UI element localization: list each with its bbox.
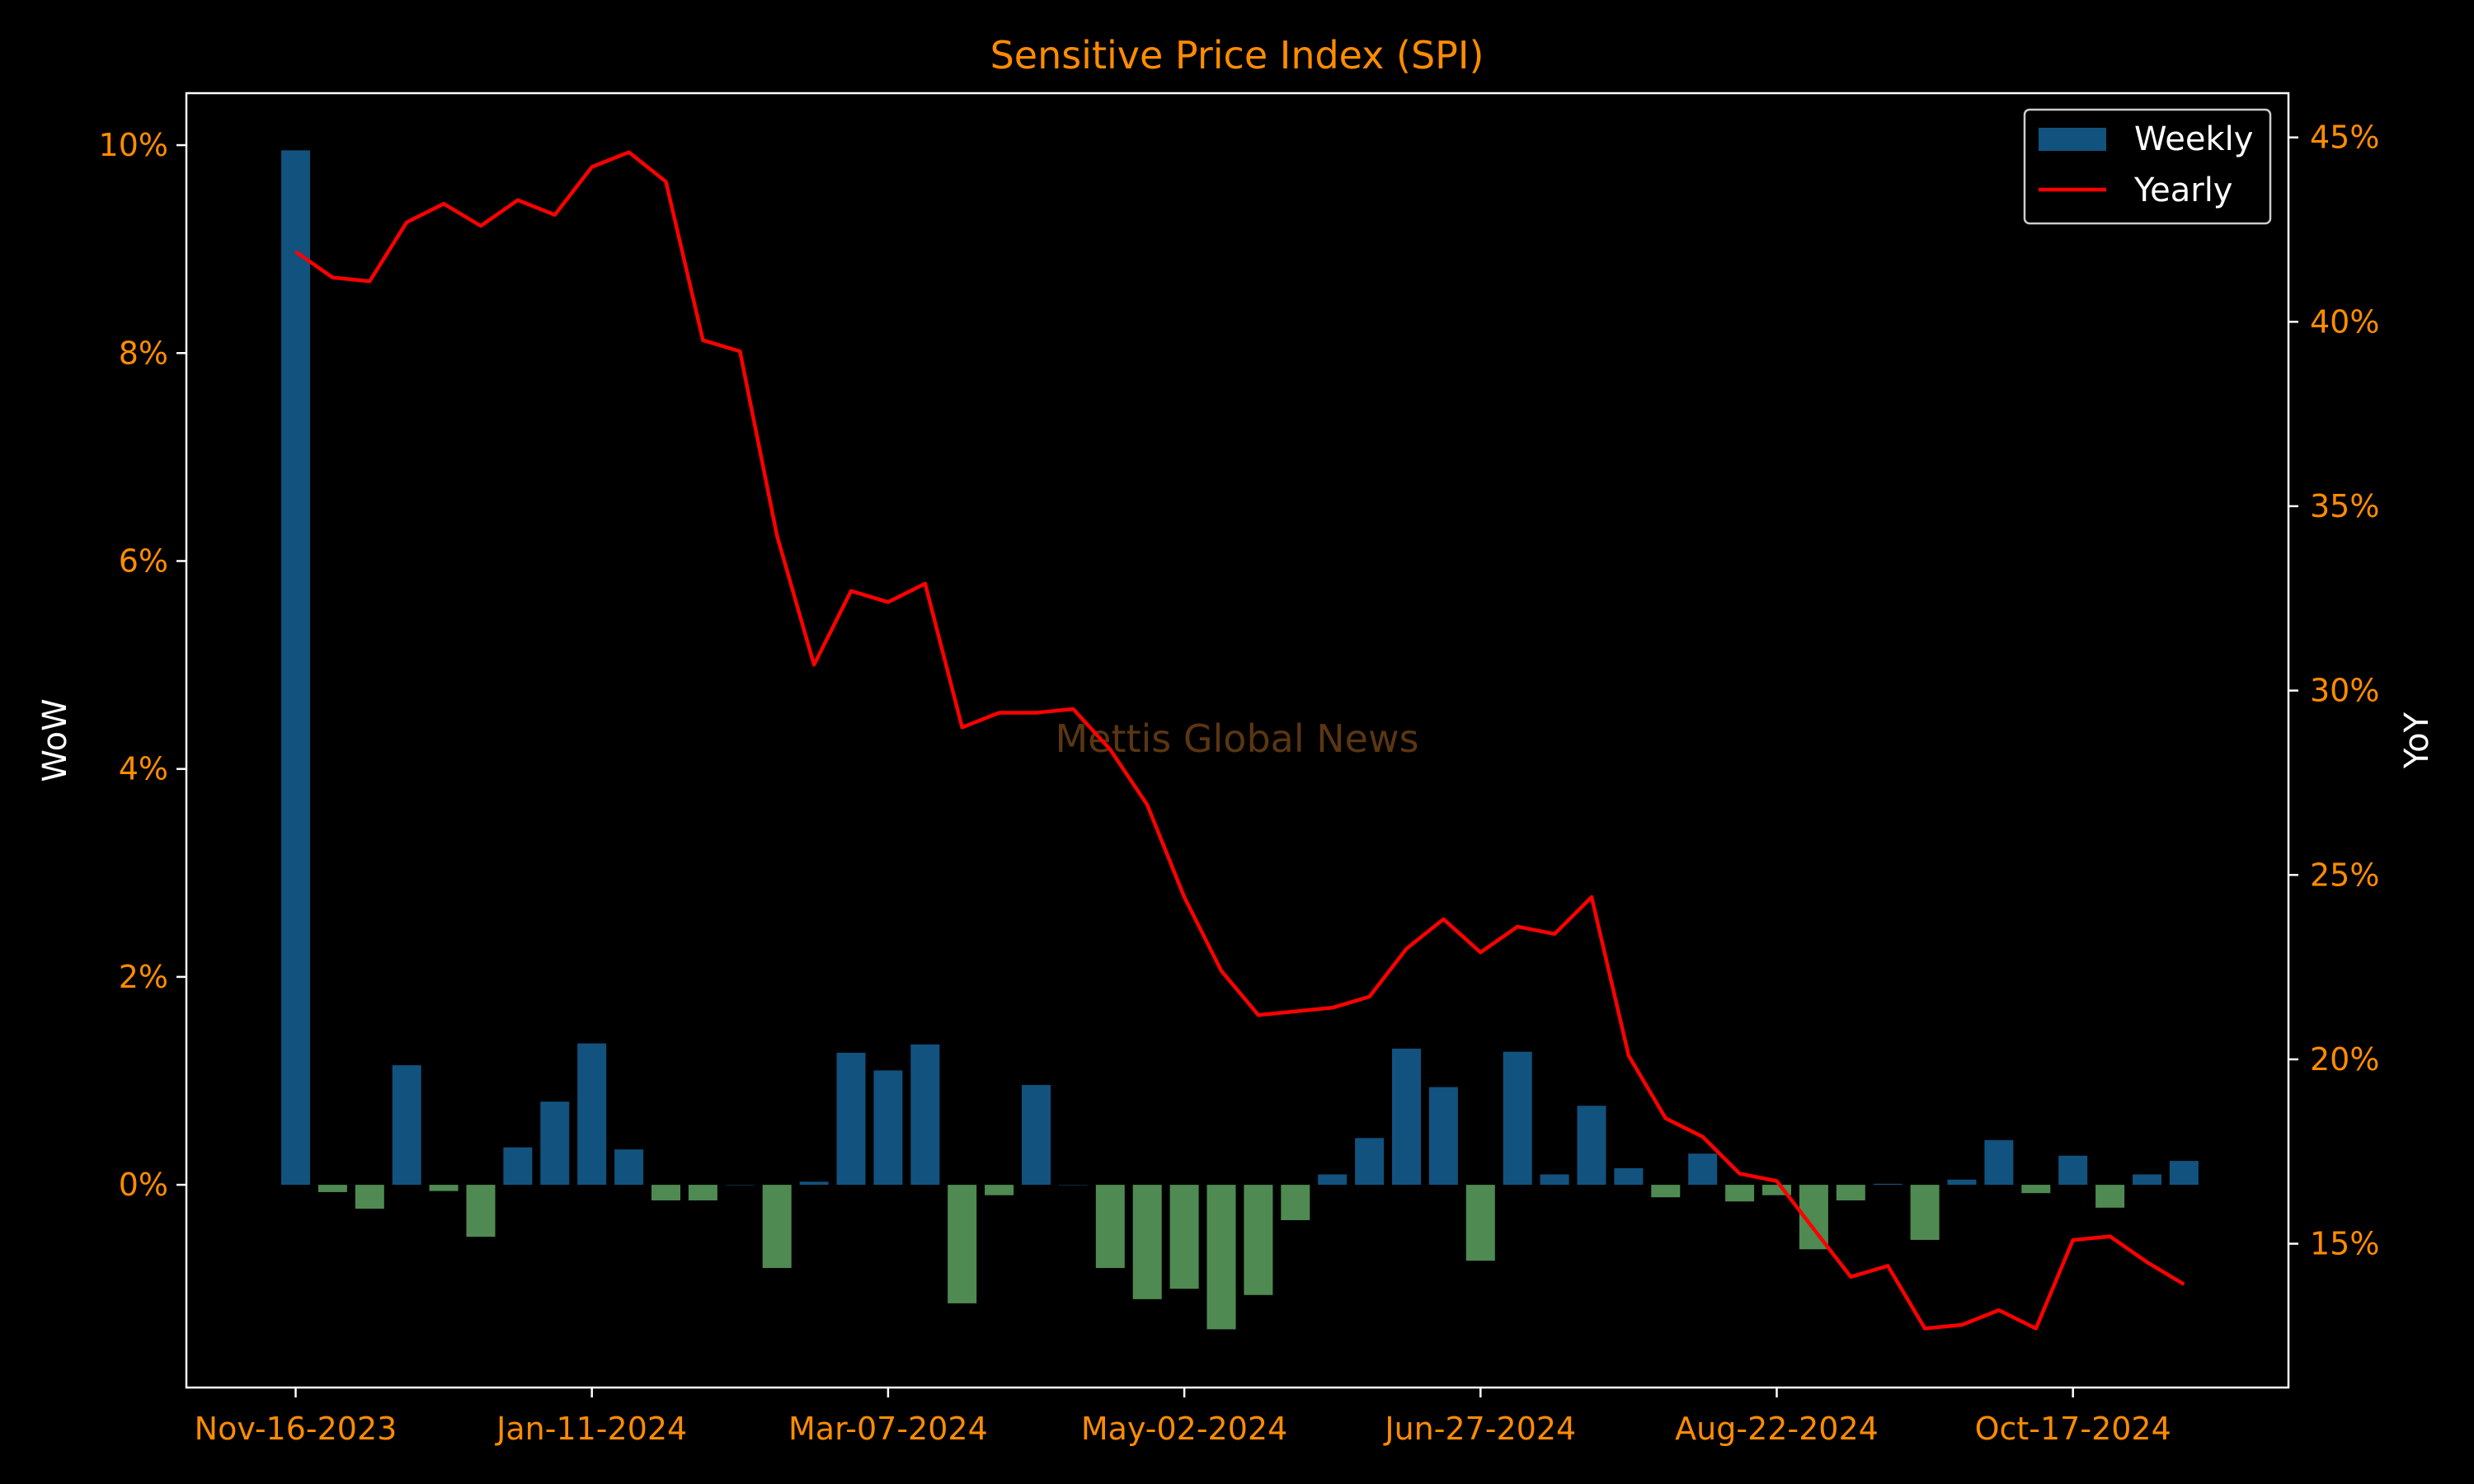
x-tick-label: Aug-22-2024 — [1675, 1411, 1879, 1447]
left-tick-label: 2% — [119, 959, 168, 995]
left-tick-label: 10% — [99, 127, 168, 163]
weekly-bar — [1984, 1140, 2013, 1185]
weekly-bar — [689, 1185, 717, 1200]
weekly-bar — [1170, 1185, 1199, 1289]
left-tick-label: 4% — [119, 751, 168, 787]
weekly-bar — [837, 1053, 866, 1185]
weekly-bar — [1614, 1168, 1643, 1185]
watermark-text: Mettis Global News — [1055, 716, 1418, 761]
weekly-bar — [726, 1185, 755, 1186]
weekly-bar — [281, 150, 310, 1185]
x-tick-label: Jan-11-2024 — [495, 1411, 687, 1447]
weekly-bar — [1540, 1174, 1569, 1185]
weekly-bar — [2058, 1156, 2087, 1185]
weekly-bar — [948, 1185, 976, 1303]
weekly-bar — [910, 1045, 939, 1185]
left-tick-label: 8% — [119, 335, 168, 371]
weekly-bar — [355, 1185, 384, 1209]
left-axis: 0% 2% 4% 6% 8% 10% — [99, 127, 186, 1203]
legend: Weekly Yearly — [2025, 110, 2270, 223]
legend-weekly-label: Weekly — [2134, 120, 2253, 158]
weekly-bar — [540, 1101, 569, 1185]
x-axis: Nov-16-2023 Jan-11-2024 Mar-07-2024 May-02-… — [195, 1388, 2171, 1447]
weekly-bar — [651, 1185, 680, 1200]
weekly-bar — [393, 1065, 421, 1185]
weekly-bar — [1133, 1185, 1162, 1299]
x-tick-label: Oct-17-2024 — [1975, 1411, 2171, 1447]
left-tick-label: 6% — [119, 542, 168, 579]
weekly-bar — [577, 1044, 606, 1186]
weekly-bar — [1651, 1185, 1680, 1197]
x-tick-label: Nov-16-2023 — [195, 1411, 397, 1447]
x-tick-label: Mar-07-2024 — [788, 1411, 988, 1447]
right-axis-label: YoY — [2398, 711, 2436, 769]
weekly-bar — [1688, 1153, 1717, 1185]
chart-title: Sensitive Price Index (SPI) — [990, 33, 1484, 77]
right-tick-label: 15% — [2310, 1226, 2379, 1262]
weekly-bar — [800, 1181, 829, 1185]
weekly-bar — [1911, 1185, 1940, 1240]
weekly-bar — [614, 1149, 643, 1185]
weekly-bar — [1466, 1185, 1495, 1261]
weekly-bar — [2170, 1161, 2199, 1185]
weekly-bar — [1355, 1138, 1384, 1185]
weekly-bar — [1244, 1185, 1272, 1295]
weekly-bar — [2133, 1174, 2161, 1185]
weekly-bar — [1429, 1087, 1458, 1186]
weekly-bar — [1022, 1085, 1051, 1185]
x-tick-label: Jun-27-2024 — [1383, 1411, 1576, 1447]
weekly-bar — [1096, 1185, 1125, 1268]
weekly-bar — [1948, 1180, 1977, 1185]
right-tick-label: 25% — [2310, 857, 2379, 893]
weekly-bar — [1281, 1185, 1310, 1220]
right-tick-label: 35% — [2310, 488, 2379, 524]
weekly-bar — [1725, 1185, 1754, 1201]
weekly-bar — [1874, 1184, 1903, 1185]
weekly-bar — [503, 1148, 532, 1185]
weekly-bar — [1503, 1052, 1532, 1185]
weekly-bar — [1207, 1185, 1236, 1329]
weekly-bar — [873, 1070, 902, 1185]
legend-yearly-label: Yearly — [2133, 171, 2232, 209]
right-tick-label: 20% — [2310, 1041, 2379, 1078]
right-tick-label: 40% — [2310, 303, 2379, 340]
weekly-bar — [1392, 1049, 1421, 1185]
left-axis-label: WoW — [36, 698, 74, 782]
weekly-bar — [318, 1185, 347, 1192]
weekly-bar — [985, 1185, 1014, 1195]
legend-weekly-swatch — [2039, 128, 2106, 151]
weekly-bar — [430, 1185, 459, 1191]
weekly-bar — [2095, 1185, 2124, 1208]
weekly-bar — [2021, 1185, 2050, 1193]
weekly-bar — [1578, 1106, 1606, 1185]
left-tick-label: 0% — [119, 1167, 168, 1203]
weekly-bar — [467, 1185, 496, 1237]
weekly-bar — [763, 1185, 792, 1268]
weekly-bar — [1318, 1174, 1347, 1185]
weekly-bar — [1837, 1185, 1865, 1200]
x-tick-label: May-02-2024 — [1081, 1411, 1287, 1447]
weekly-bar — [1059, 1185, 1088, 1186]
spi-chart: Sensitive Price Index (SPI) Mettis Globa… — [0, 0, 2474, 1484]
right-tick-label: 30% — [2310, 673, 2379, 709]
right-tick-label: 45% — [2310, 120, 2379, 156]
right-axis: 15% 20% 25% 30% 35% 40% 45% — [2288, 120, 2379, 1262]
